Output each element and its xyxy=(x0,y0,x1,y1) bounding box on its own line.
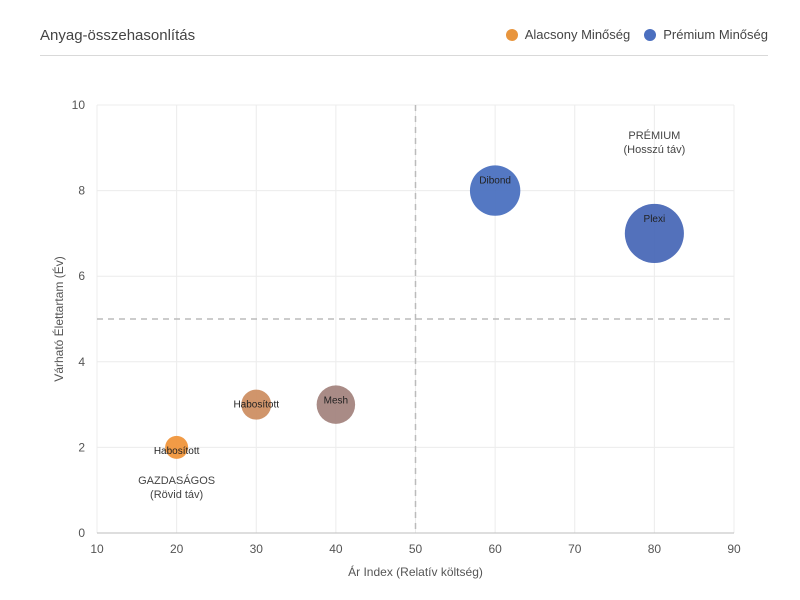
y-tick-label: 6 xyxy=(78,269,85,283)
zone-label-title: GAZDASÁGOS xyxy=(138,474,215,487)
zone-label-subtitle: (Hosszú táv) xyxy=(624,144,686,156)
y-tick-label: 2 xyxy=(78,440,85,454)
chart-title: Anyag-összehasonlítás xyxy=(40,27,196,44)
legend-label-low-quality: Alacsony Minőség xyxy=(524,27,631,42)
legend-dot-low-quality xyxy=(505,28,518,41)
x-tick-label: 90 xyxy=(727,542,741,556)
bubble[interactable] xyxy=(241,389,272,420)
y-tick-label: 10 xyxy=(72,98,86,112)
bubble[interactable] xyxy=(624,203,684,263)
x-tick-label: 40 xyxy=(329,542,343,556)
bubble-label: Habosított xyxy=(233,400,279,411)
x-tick-label: 50 xyxy=(409,542,423,556)
y-axis-title: Várható Élettartam (Év) xyxy=(51,256,66,381)
bubble-label: Habosított xyxy=(154,446,200,457)
y-tick-label: 0 xyxy=(78,526,85,540)
x-tick-label: 70 xyxy=(568,542,582,556)
bubble[interactable] xyxy=(469,165,521,216)
x-tick-label: 80 xyxy=(648,542,662,556)
legend: Alacsony Minőség Prémium Minőség xyxy=(492,27,768,42)
x-tick-label: 20 xyxy=(170,542,184,556)
legend-item-low-quality[interactable]: Alacsony Minőség xyxy=(505,27,631,42)
x-tick-label: 60 xyxy=(488,542,502,556)
legend-item-premium-quality[interactable]: Prémium Minőség xyxy=(644,27,768,42)
chart-header: Anyag-összehasonlítás Alacsony Minőség P… xyxy=(40,20,768,56)
bubble[interactable] xyxy=(165,435,189,459)
y-tick-label: 4 xyxy=(78,355,85,369)
legend-label-premium-quality: Prémium Minőség xyxy=(663,27,768,42)
bubble-label: Dibond xyxy=(479,175,511,186)
x-axis-title: Ár Index (Relatív költség) xyxy=(348,564,483,579)
y-tick-label: 8 xyxy=(78,184,85,198)
zone-label-title: PRÉMIUM xyxy=(628,129,680,142)
x-tick-label: 30 xyxy=(250,542,264,556)
bubble-label: Plexi xyxy=(644,214,666,225)
legend-dot-premium-quality xyxy=(644,28,657,41)
bubble[interactable] xyxy=(316,385,356,424)
zone-label-subtitle: (Rövid táv) xyxy=(150,489,203,501)
bubble-label: Mesh xyxy=(324,395,348,406)
x-tick-label: 10 xyxy=(90,542,104,556)
